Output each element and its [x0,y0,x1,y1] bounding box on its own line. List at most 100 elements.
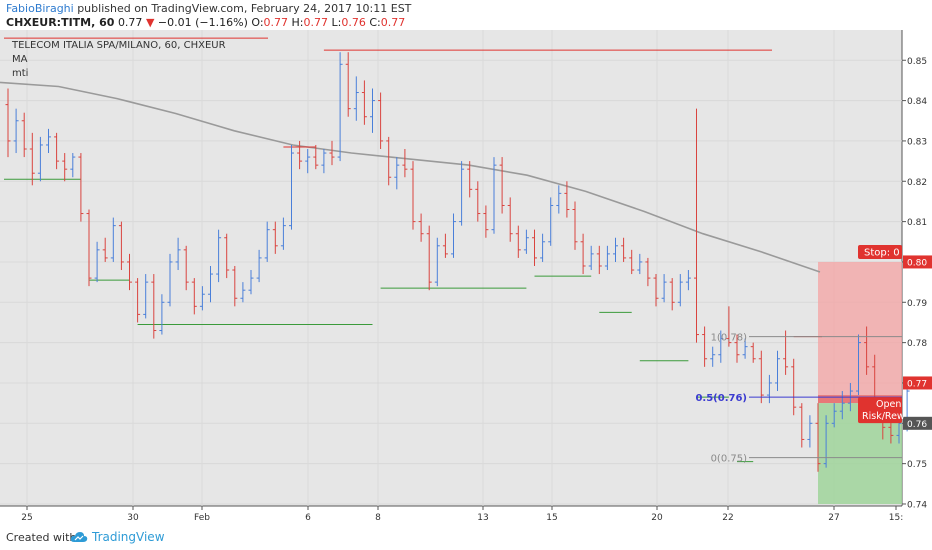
footer: Created with TradingView [0,525,932,550]
ohlc-bar [418,213,424,242]
chart-header: FabioBiraghi published on TradingView.co… [0,0,932,30]
ohlc-bar [224,233,230,279]
close-label: C: [369,16,381,29]
ohlc-bar [507,197,513,242]
fib-level-label: 0(0.75) [711,454,748,465]
ohlc-bar [410,161,416,230]
price-tag-bg [903,416,932,430]
ohlc-bar [386,136,392,186]
ohlc-bar [499,157,505,214]
ohlc-bar [240,282,246,303]
ohlc-bar [216,229,222,283]
open-label: Open [876,399,901,410]
legend-item: mti [12,68,28,79]
y-tick-label: 0.74 [907,500,927,510]
ohlc-bar [329,140,335,166]
stop-label-bg [858,244,902,259]
ohlc-bar [289,144,294,230]
price-tag-label: 0.80 [907,258,927,268]
ohlc-bar [799,403,805,448]
created-with-text: Created with [6,531,77,544]
ohlc-bar [864,326,870,375]
ohlc-bar [394,157,400,190]
high-label: H: [291,16,304,29]
ohlc-bar [596,245,602,275]
x-tick-label: 20 [651,513,663,523]
x-tick-label: 30 [127,513,139,523]
ohlc-bar [483,205,489,238]
y-tick-label: 0.82 [907,178,927,188]
price-tag: 0.76 [903,416,932,430]
ohlc-bar [604,245,610,271]
ohlc-bar [118,221,124,271]
ohlc-bar [515,225,521,258]
ohlc-bar [807,415,813,448]
risk-reward-label: Risk/Rew [862,411,905,422]
y-tick-label: 0.85 [907,57,927,67]
price-tag: 0.77 [903,376,932,390]
stop-label: Stop: 0 [864,247,900,258]
ohlc-bar [572,201,578,250]
ohlc-bar [669,278,675,311]
ohlc-bar [523,229,529,254]
ohlc-bar [110,217,116,262]
price-tag-bg [903,255,932,269]
ohlc-bar [694,108,699,343]
ohlc-bar [742,338,748,359]
legend-item: TELECOM ITALIA SPA/MILANO, 60, CHXEUR [11,40,226,51]
ohlc-bar [677,274,683,307]
ohlc-bar [564,181,570,218]
price-chart[interactable]: 1(0.78) 0.5(0.76) 0(0.75) 0.85 0.84 0.83 0.82… [0,30,932,525]
ohlc-bar [143,274,149,319]
ohlc-bar [102,237,108,262]
ohlc-bar [345,52,351,117]
ohlc-bar [70,153,76,178]
x-tick-label: 25 [21,513,32,523]
y-tick-label: 0.84 [907,97,927,107]
ohlc-bar [702,326,708,367]
ohlc-bar [199,286,205,311]
ohlc-bar [280,217,286,250]
ohlc-bar [135,278,141,323]
price-tag-label: 0.77 [907,379,927,389]
ohlc-bar [313,144,319,170]
quote-line: CHXEUR:TITM, 60 0.77 ▼ −0.01 (−1.16%) O:… [6,16,405,29]
ohlc-bar [29,132,35,186]
ohlc-bar [710,346,716,367]
ohlc-bar [46,128,51,154]
y-tick-label: 0.81 [907,218,927,228]
ohlc-bar [208,265,213,303]
tradingview-brand[interactable]: TradingView [92,530,165,544]
ohlc-bar [37,136,43,182]
x-tick-label: 15 [546,513,557,523]
ohlc-bar [451,213,456,258]
chart-area[interactable]: 1(0.78) 0.5(0.76) 0(0.75) 0.85 0.84 0.83 0.82… [0,30,932,525]
low-value: 0.76 [341,16,366,29]
y-tick-label: 0.79 [907,299,927,309]
ohlc-bar [734,334,740,363]
ohlc-bar [94,241,100,283]
moving-average-line [0,81,821,273]
low-label: L: [331,16,342,29]
ohlc-bar [426,225,432,291]
published-text: published on TradingView.com, February 2… [77,2,412,15]
down-arrow-icon: ▼ [145,16,155,29]
ohlc-bar [775,350,780,392]
ohlc-bar [653,274,659,307]
ohlc-bar [54,132,60,170]
price-tag: 0.80 [903,255,932,269]
ohlc-bar [159,294,165,335]
x-tick-label: 8 [375,513,381,523]
last-price: 0.77 [117,16,143,29]
author-link[interactable]: FabioBiraghi [6,2,74,15]
ohlc-bar [831,403,837,428]
ohlc-bar [645,257,651,287]
ohlc-bar [491,157,497,234]
ohlc-bar [467,161,473,198]
ohlc-bar [13,108,19,154]
ohlc-bar [475,181,481,222]
ohlc-bar [78,153,84,222]
ohlc-bar [62,153,68,182]
stop-zone [818,261,902,396]
